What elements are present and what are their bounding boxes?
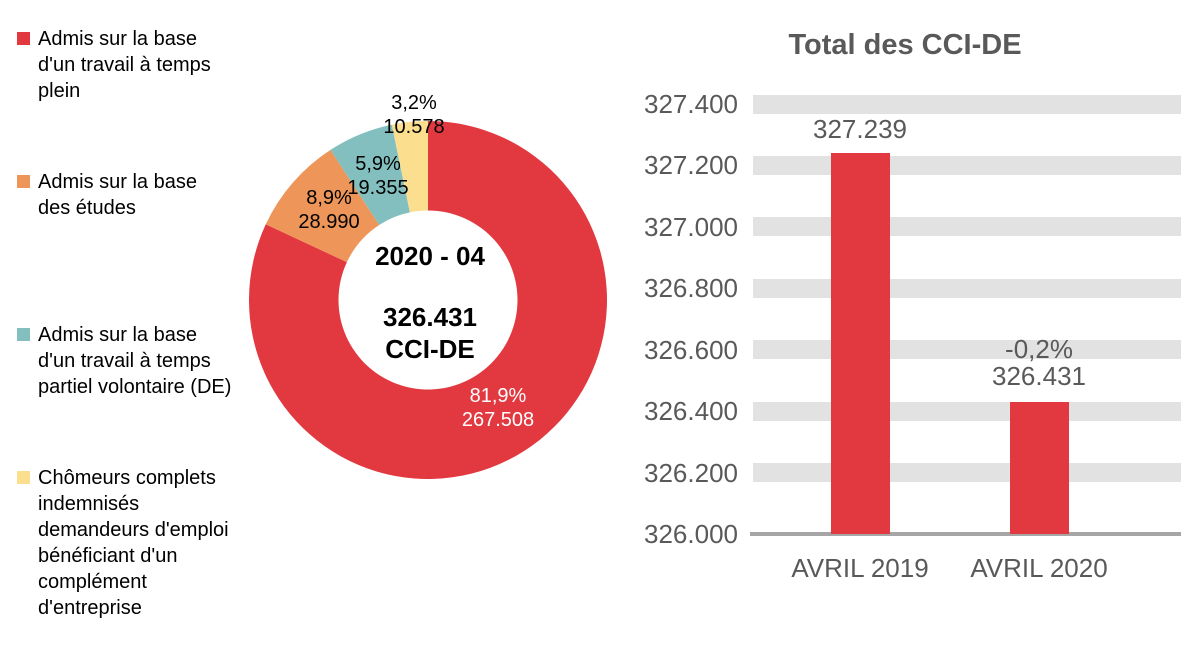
slice-label-temps-plein: 81,9% 267.508 bbox=[461, 385, 535, 431]
donut-slice-3 bbox=[391, 121, 428, 213]
y-axis-tick-label: 326.600 bbox=[644, 334, 738, 365]
gridline-band bbox=[753, 217, 1181, 237]
bar-chart-title: Total des CCI-DE bbox=[788, 29, 1022, 61]
legend-label: Admis sur la base d'un travail à temps p… bbox=[38, 28, 211, 102]
bar-avril-2020 bbox=[1009, 401, 1069, 534]
bar-data-label-2019: 327.239 bbox=[813, 114, 907, 144]
legend-label: Chômeurs complets indemnisés demandeurs … bbox=[38, 467, 229, 619]
y-axis-tick-label: 326.000 bbox=[644, 519, 738, 549]
legend-swatch-teal bbox=[17, 328, 30, 341]
legend-label: Admis sur la base des études bbox=[38, 171, 197, 219]
legend-item-travail-temps-plein: Admis sur la base d'un travail à temps p… bbox=[17, 26, 257, 104]
legend-swatch-red bbox=[17, 32, 30, 45]
y-axis-tick-label: 326.800 bbox=[644, 273, 738, 304]
donut-center-total: 326.431 bbox=[383, 302, 477, 332]
slice-label-complement: 3,2% 10.578 bbox=[383, 92, 445, 138]
legend-item-etudes: Admis sur la base des études bbox=[17, 169, 257, 221]
gridline-band bbox=[753, 278, 1181, 298]
slice-label-temps-partiel: 5,9% 19.355 bbox=[347, 153, 409, 199]
donut-slice-1 bbox=[265, 149, 380, 263]
legend-item-complement-entreprise: Chômeurs complets indemnisés demandeurs … bbox=[17, 465, 257, 621]
x-axis-category-label: AVRIL 2019 bbox=[791, 553, 929, 583]
donut-center-unit: CCI-DE bbox=[385, 334, 475, 364]
gridline-band bbox=[753, 94, 1181, 114]
gridline-band bbox=[753, 463, 1181, 483]
y-axis-tick-label: 327.200 bbox=[644, 150, 738, 181]
legend-swatch-yellow bbox=[17, 471, 30, 484]
legend-label: Admis sur la base d'un travail à temps p… bbox=[38, 324, 232, 398]
y-axis-tick-label: 327.000 bbox=[644, 211, 738, 242]
donut-center-period: 2020 - 04 bbox=[375, 241, 485, 271]
legend-item-temps-partiel: Admis sur la base d'un travail à temps p… bbox=[17, 322, 257, 400]
legend-swatch-orange bbox=[17, 175, 30, 188]
slice-label-etudes: 8,9% 28.990 bbox=[298, 187, 360, 233]
x-axis-category-label: AVRIL 2020 bbox=[970, 553, 1108, 583]
gridline-band bbox=[753, 340, 1181, 360]
bar-data-label-2020: -0,2% 326.431 bbox=[992, 334, 1086, 391]
y-axis-tick-label: 326.400 bbox=[644, 396, 738, 427]
bar-avril-2019 bbox=[830, 153, 890, 534]
gridline-band bbox=[753, 155, 1181, 175]
donut-slice-2 bbox=[330, 124, 410, 225]
y-axis-tick-label: 326.200 bbox=[644, 457, 738, 488]
y-axis-tick-label: 327.400 bbox=[644, 89, 738, 119]
gridline-band bbox=[753, 401, 1181, 421]
donut-chart bbox=[249, 121, 607, 479]
donut-slice-0 bbox=[249, 121, 607, 479]
x-axis-baseline bbox=[750, 532, 1181, 536]
